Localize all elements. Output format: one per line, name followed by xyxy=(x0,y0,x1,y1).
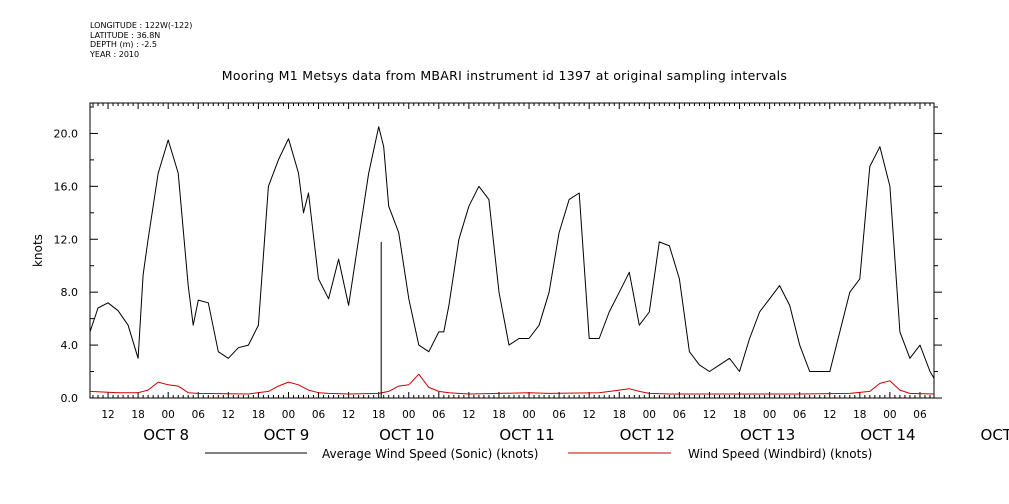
x-hour-label: 06 xyxy=(913,409,927,421)
x-day-label: OCT 13 xyxy=(740,426,795,444)
x-hour-label: 18 xyxy=(131,409,144,421)
meta-latitude: LATITUDE : 36.8N xyxy=(90,30,161,40)
metadata-block: LONGITUDE : 122W(-122) LATITUDE : 36.8N … xyxy=(90,21,192,59)
x-day-label: OCT 10 xyxy=(379,426,434,444)
x-hour-label: 06 xyxy=(793,409,807,421)
y-axis-label: knots xyxy=(31,234,45,267)
x-hour-label: 18 xyxy=(252,409,265,421)
plot-frame xyxy=(89,102,935,399)
x-hour-label: 00 xyxy=(883,409,896,421)
x-hour-label: 18 xyxy=(613,409,626,421)
legend-label-windbird: Wind Speed (Windbird) (knots) xyxy=(688,447,872,461)
meta-longitude: LONGITUDE : 122W(-122) xyxy=(90,21,193,30)
series-layer xyxy=(89,126,935,398)
legend-label-sonic: Average Wind Speed (Sonic) (knots) xyxy=(322,447,538,461)
x-hour-label: 00 xyxy=(522,409,535,421)
y-tick-label: 8.0 xyxy=(61,286,79,299)
y-tick-label: 4.0 xyxy=(61,339,79,352)
x-hour-label: 12 xyxy=(462,409,475,421)
legend: Average Wind Speed (Sonic) (knots) Wind S… xyxy=(205,447,872,461)
x-hour-label: 12 xyxy=(342,409,355,421)
meta-year: YEAR : 2010 xyxy=(90,49,140,59)
x-hour-label: 12 xyxy=(823,409,836,421)
x-hour-label: 00 xyxy=(402,409,415,421)
x-hour-label: 06 xyxy=(673,409,687,421)
x-day-label: OCT 9 xyxy=(264,426,310,444)
x-hour-label: 06 xyxy=(552,409,566,421)
y-tick-label: 0.0 xyxy=(61,392,79,405)
x-hour-label: 18 xyxy=(372,409,385,421)
x-hour-label: 18 xyxy=(492,409,505,421)
x-day-label: OCT 11 xyxy=(499,426,554,444)
x-hour-label: 00 xyxy=(161,409,174,421)
x-hour-label: 12 xyxy=(222,409,235,421)
y-tick-label: 16.0 xyxy=(54,180,79,193)
x-hour-label: 06 xyxy=(312,409,326,421)
axes: 0.0 4.0 8.0 12.0 16.0 20.0 knots 12 18 00 06 12 18 00… xyxy=(31,102,1009,444)
x-hour-label: 18 xyxy=(853,409,866,421)
x-hour-label: 12 xyxy=(101,409,114,421)
x-day-label: OCT 14 xyxy=(860,426,915,444)
chart-title: Mooring M1 Metsys data from MBARI instru… xyxy=(221,68,788,83)
x-hour-label: 12 xyxy=(582,409,595,421)
series-line-sonic xyxy=(89,126,935,379)
x-hour-label: 00 xyxy=(763,409,776,421)
x-day-label: OCT 15 xyxy=(981,426,1009,444)
x-hour-label: 00 xyxy=(282,409,295,421)
x-hour-label: 12 xyxy=(703,409,716,421)
series-line-windbird xyxy=(89,373,935,395)
x-day-label: OCT 12 xyxy=(620,426,675,444)
x-hour-label: 06 xyxy=(432,409,446,421)
y-tick-label: 20.0 xyxy=(54,127,79,140)
x-hour-label: 06 xyxy=(192,409,206,421)
meta-depth: DEPTH (m) : -2.5 xyxy=(90,40,157,49)
x-hour-label: 00 xyxy=(643,409,656,421)
x-hour-label: 18 xyxy=(733,409,746,421)
y-tick-label: 12.0 xyxy=(54,233,79,246)
x-day-label: OCT 8 xyxy=(143,426,189,444)
